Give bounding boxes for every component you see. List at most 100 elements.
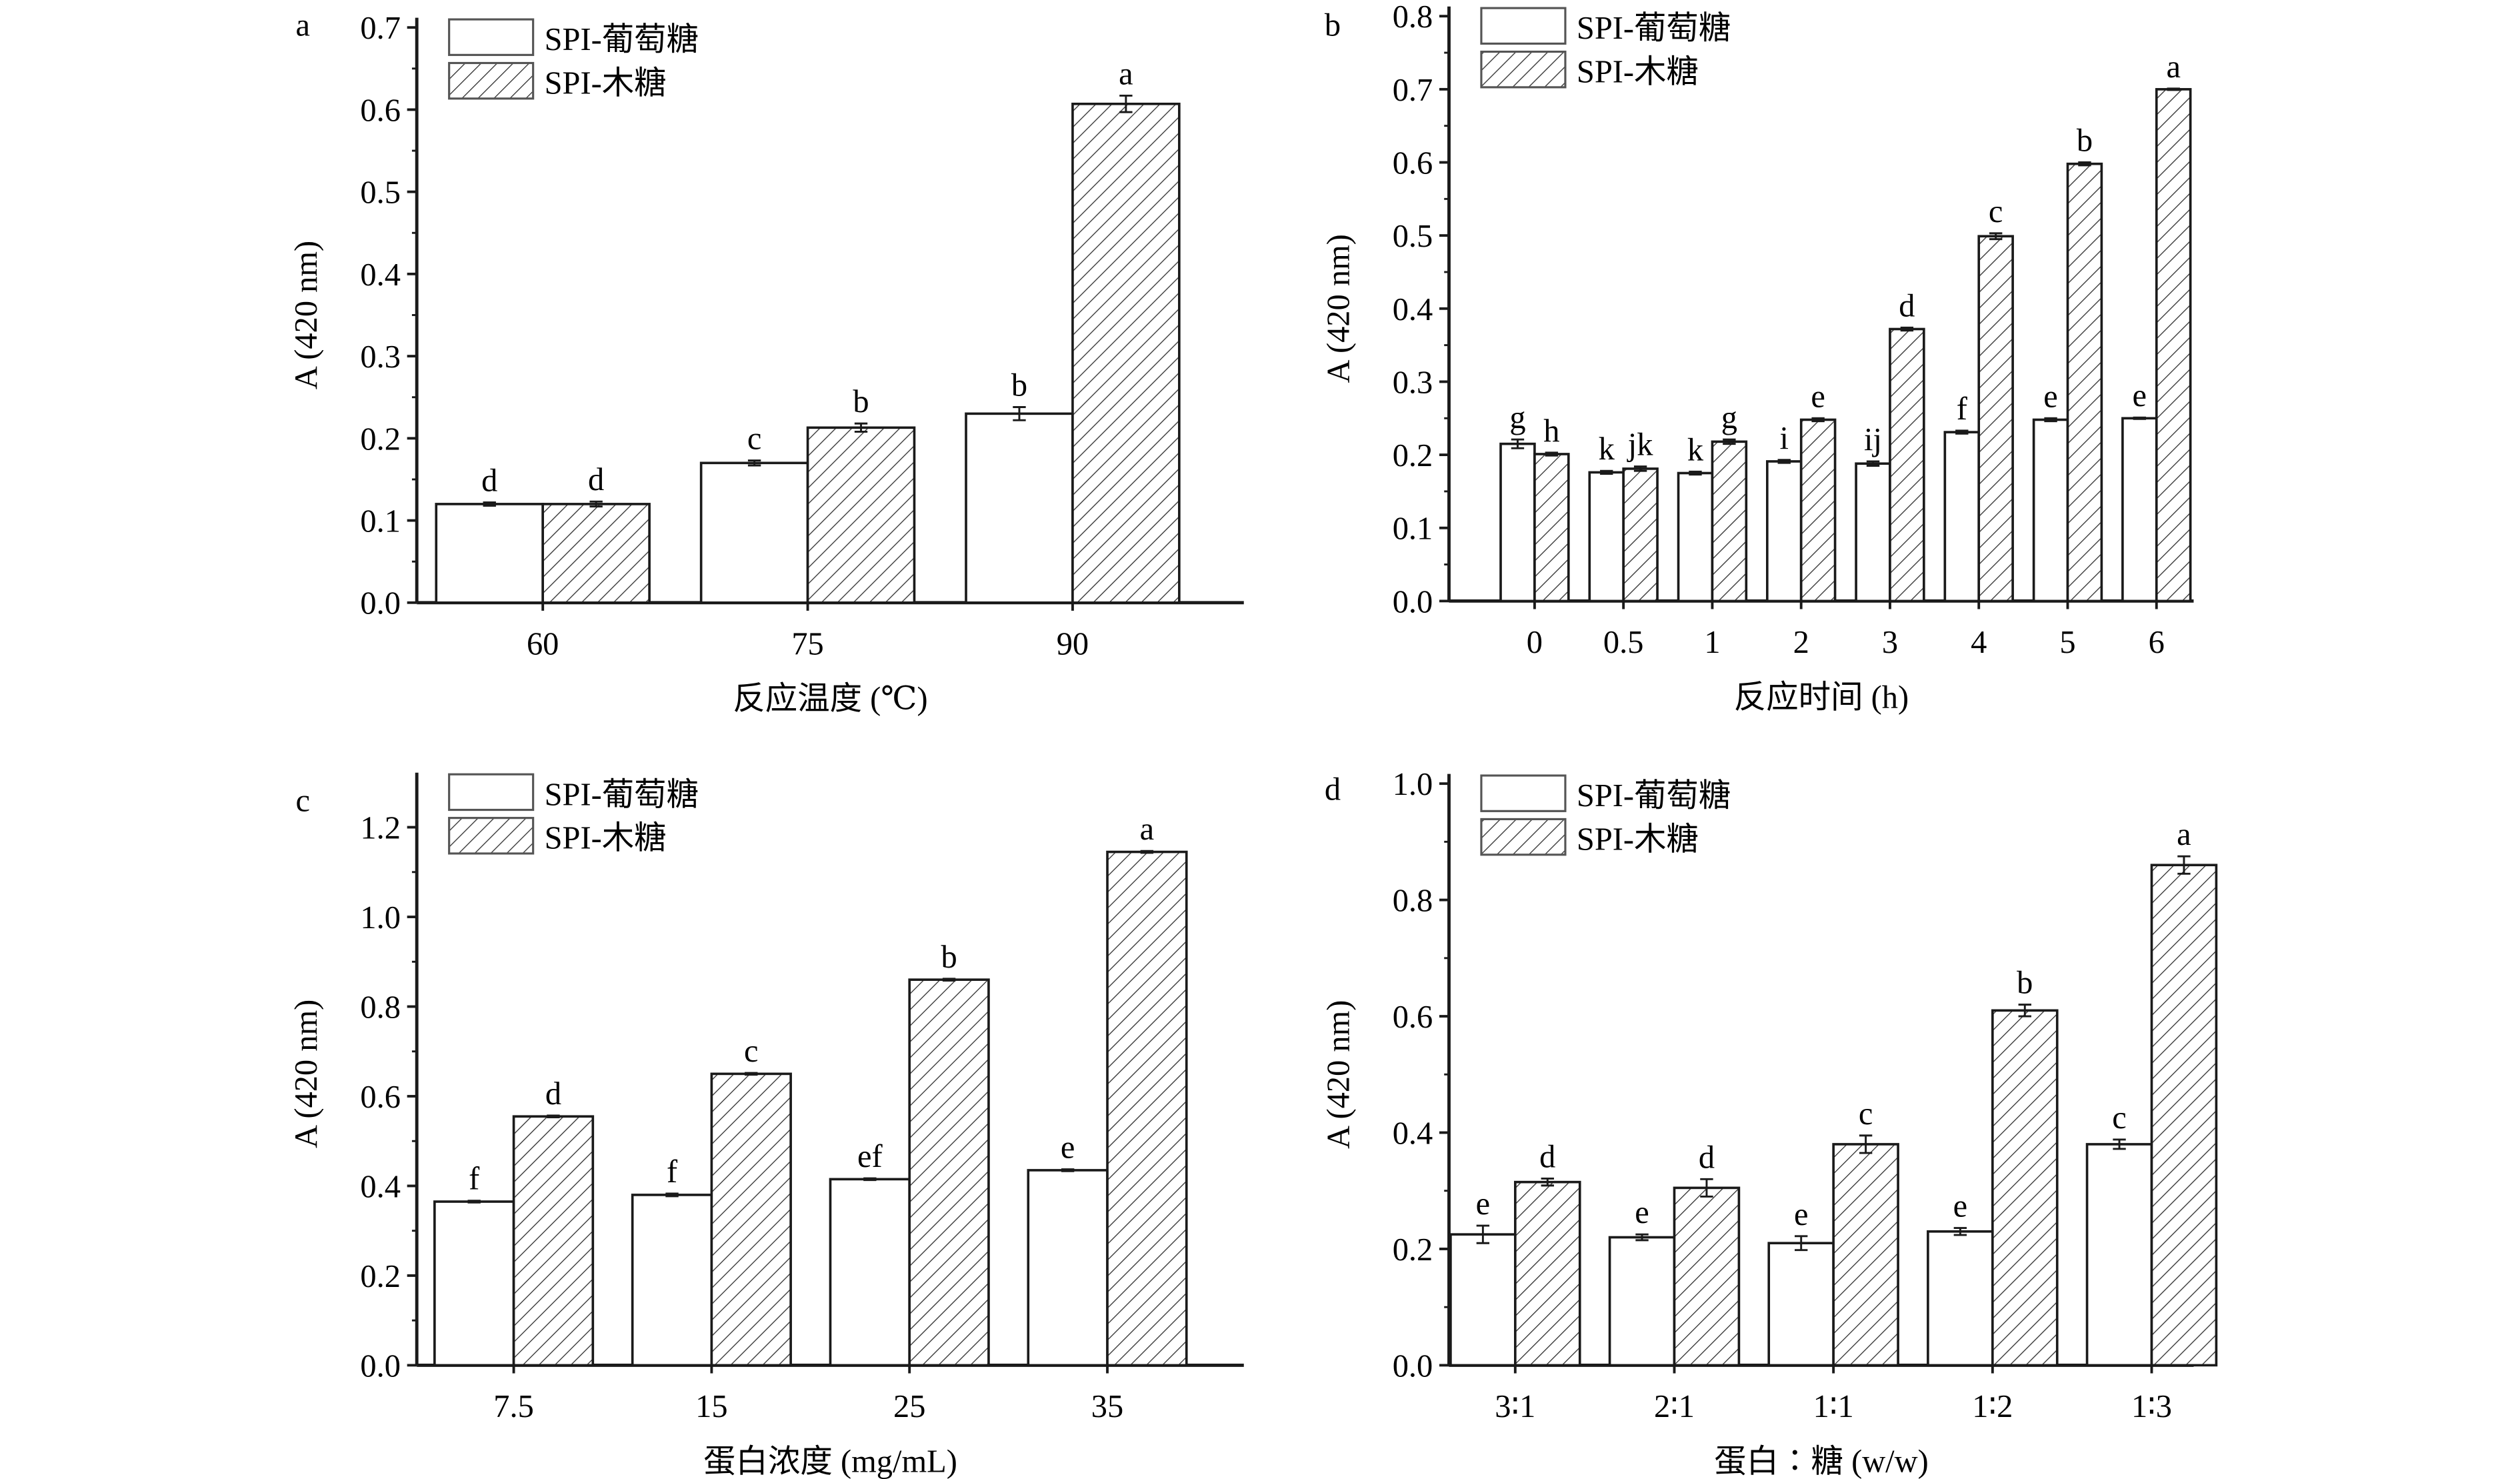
bar-xylose bbox=[1977, 235, 2014, 603]
error-bar bbox=[1119, 95, 1133, 113]
x-tick-label: 35 bbox=[1091, 1389, 1123, 1424]
bar-xylose bbox=[806, 426, 916, 604]
y-axis-label: A (420 nm) bbox=[1321, 1000, 1356, 1149]
error-bar bbox=[1859, 1134, 1873, 1154]
legend-swatch-glucose bbox=[1480, 7, 1567, 45]
bar-glucose bbox=[1449, 1233, 1517, 1367]
x-tick-label: 2∶1 bbox=[1654, 1389, 1695, 1424]
significance-letter: jk bbox=[1627, 427, 1653, 463]
bar-xylose bbox=[1799, 418, 1837, 603]
error-bar bbox=[1811, 417, 1825, 423]
bar-xylose bbox=[1071, 102, 1181, 604]
x-tick-label: 25 bbox=[893, 1389, 925, 1424]
bar-xylose bbox=[710, 1072, 792, 1367]
significance-letter: f bbox=[667, 1154, 678, 1190]
legend-swatch-xylose bbox=[448, 61, 535, 100]
y-tick-label: 0.3 bbox=[360, 339, 401, 375]
y-tick-label: 0.7 bbox=[360, 11, 401, 46]
significance-letter: c bbox=[2112, 1100, 2127, 1136]
significance-letter: d bbox=[1539, 1139, 1555, 1174]
bar-glucose bbox=[1927, 1230, 1994, 1367]
y-tick-label: 0.1 bbox=[360, 504, 401, 539]
y-tick-label: 0.1 bbox=[1393, 511, 1433, 547]
bar-glucose bbox=[1608, 1236, 1676, 1367]
bar-glucose bbox=[1499, 442, 1536, 603]
error-bar bbox=[1140, 850, 1154, 854]
error-bar bbox=[1955, 429, 1969, 435]
y-tick-label: 0.6 bbox=[1393, 145, 1433, 181]
bar-glucose bbox=[1677, 471, 1714, 603]
significance-letter: d bbox=[1899, 288, 1915, 323]
bar-glucose bbox=[1027, 1169, 1109, 1367]
bar-xylose bbox=[1711, 440, 1748, 603]
x-axis-label: 反应时间 (h) bbox=[1734, 679, 1909, 715]
bar-xylose bbox=[1514, 1180, 1581, 1367]
legend-label: SPI-葡萄糖 bbox=[545, 22, 699, 57]
legend-label: SPI-葡萄糖 bbox=[545, 777, 699, 812]
bar-xylose bbox=[1889, 327, 1925, 603]
bar-glucose bbox=[965, 412, 1074, 604]
bar-xylose bbox=[908, 978, 990, 1367]
significance-letter: c bbox=[747, 421, 762, 457]
x-tick-label: 60 bbox=[527, 626, 559, 661]
legend-label: SPI-葡萄糖 bbox=[1577, 778, 1731, 814]
legend-label: SPI-葡萄糖 bbox=[1577, 11, 1731, 46]
significance-letter: e bbox=[2133, 378, 2147, 413]
significance-letter: e bbox=[1811, 379, 1825, 414]
significance-letter: c bbox=[744, 1034, 759, 1069]
y-tick-label: 1.0 bbox=[360, 900, 401, 936]
significance-letter: k bbox=[1599, 431, 1615, 467]
x-tick-label: 15 bbox=[695, 1389, 727, 1424]
significance-letter: c bbox=[1989, 194, 2003, 229]
panel-label: b bbox=[1325, 7, 1341, 43]
legend-swatch-glucose bbox=[448, 773, 535, 812]
significance-letter: g bbox=[1721, 400, 1737, 435]
y-tick-label: 0.5 bbox=[360, 175, 401, 211]
x-tick-label: 90 bbox=[1057, 626, 1089, 661]
y-tick-label: 0.0 bbox=[360, 586, 401, 621]
significance-letter: b bbox=[1011, 368, 1027, 403]
significance-letter: h bbox=[1543, 413, 1559, 449]
bar-xylose bbox=[1673, 1186, 1741, 1367]
bar-glucose bbox=[2121, 417, 2158, 603]
bar-xylose bbox=[1832, 1143, 1899, 1367]
y-tick-label: 0.5 bbox=[1393, 219, 1433, 254]
x-tick-label: 0 bbox=[1527, 625, 1543, 660]
error-bar bbox=[1866, 460, 1880, 467]
error-bar bbox=[665, 1192, 679, 1198]
error-bar bbox=[1511, 438, 1525, 449]
bar-xylose bbox=[512, 1115, 595, 1367]
significance-letter: f bbox=[469, 1162, 480, 1197]
x-tick-label: 1 bbox=[1704, 625, 1720, 660]
error-bar bbox=[1689, 470, 1702, 476]
bar-glucose bbox=[1765, 460, 1803, 603]
bar-glucose bbox=[1943, 431, 1981, 603]
significance-letter: f bbox=[1957, 391, 1968, 427]
y-tick-label: 0.3 bbox=[1393, 365, 1433, 400]
y-tick-label: 1.0 bbox=[1393, 767, 1433, 802]
legend-label: SPI-木糖 bbox=[1577, 822, 1699, 857]
error-bar bbox=[1989, 232, 2003, 241]
error-bar bbox=[2113, 1138, 2126, 1150]
y-tick-label: 0.8 bbox=[360, 990, 401, 1025]
y-tick-label: 0.0 bbox=[1393, 1348, 1433, 1384]
error-bar bbox=[863, 1177, 877, 1182]
significance-letter: b bbox=[2077, 123, 2093, 159]
error-bar bbox=[2044, 417, 2057, 423]
error-bar bbox=[1953, 1227, 1967, 1236]
significance-letter: i bbox=[1780, 421, 1789, 456]
error-bar bbox=[483, 501, 496, 507]
significance-letter: e bbox=[1794, 1197, 1809, 1232]
x-tick-label: 1∶1 bbox=[1813, 1389, 1854, 1424]
bar-xylose bbox=[1622, 467, 1659, 603]
bar-xylose bbox=[541, 503, 651, 604]
y-tick-label: 0.8 bbox=[1393, 0, 1433, 35]
significance-letter: c bbox=[1859, 1096, 1873, 1132]
error-bar bbox=[1545, 451, 1559, 457]
bar-glucose bbox=[1855, 462, 1891, 603]
x-tick-label: 6 bbox=[2149, 625, 2165, 660]
error-bar bbox=[547, 1114, 560, 1119]
y-tick-label: 0.2 bbox=[1393, 438, 1433, 473]
bar-xylose bbox=[2155, 88, 2192, 603]
